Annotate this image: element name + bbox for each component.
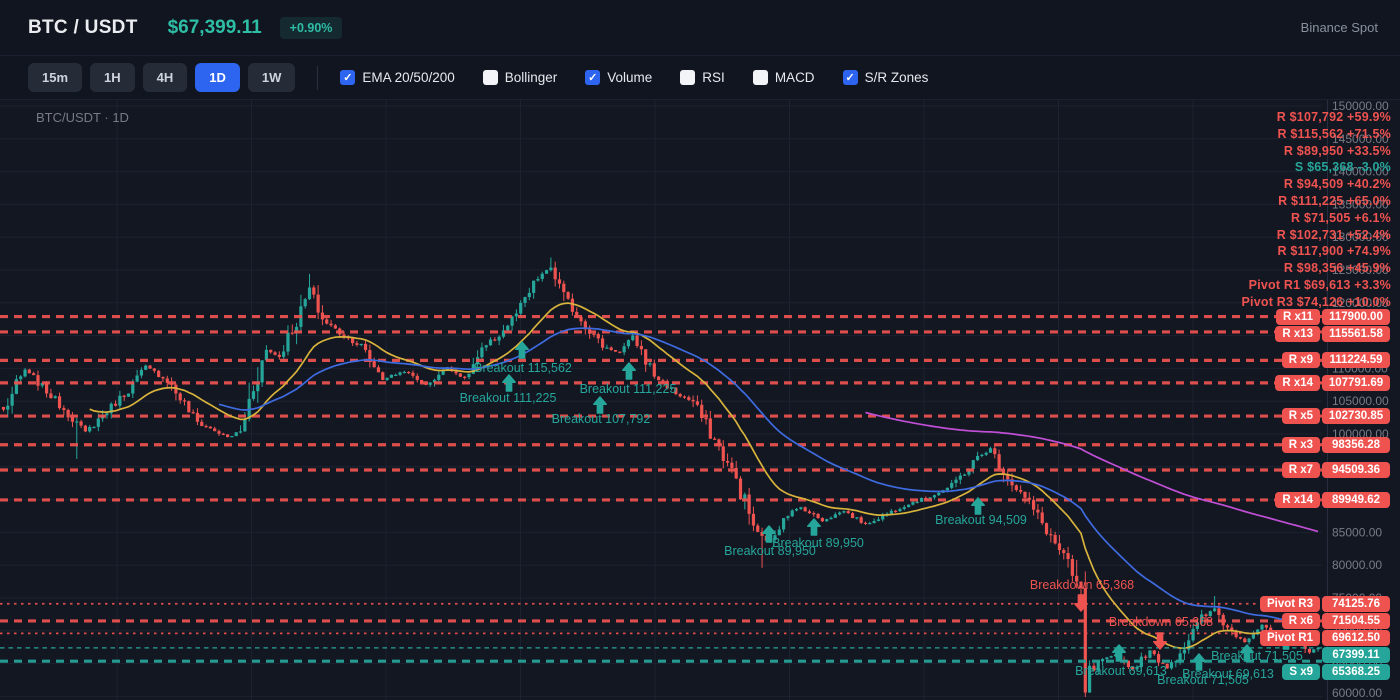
ema-200-line bbox=[865, 411, 1319, 533]
breakout-label: Breakout 89,950 bbox=[724, 544, 816, 558]
app-header: BTC / USDT $67,399.11 +0.90% Binance Spo… bbox=[0, 0, 1400, 56]
breakdown-down-arrow-icon bbox=[1074, 594, 1088, 612]
breakdown-down-arrow-icon bbox=[1153, 632, 1167, 650]
timeframe-group: 15m 1H 4H 1D 1W bbox=[28, 63, 296, 92]
breakout-up-arrow-icon bbox=[762, 525, 776, 543]
y-axis-tick: 90000.00 bbox=[1332, 493, 1382, 507]
breakout-up-arrow-icon bbox=[1192, 653, 1206, 671]
breakout-label: Breakout 89,950 bbox=[772, 536, 864, 550]
breakout-label: Breakout 69,613 bbox=[1075, 664, 1167, 678]
sr-level-line: R $89,950 +33.5% bbox=[1283, 143, 1391, 158]
y-axis-tick: 95000.00 bbox=[1332, 460, 1382, 474]
timeframe-1h[interactable]: 1H bbox=[90, 63, 135, 92]
timeframe-4h[interactable]: 4H bbox=[142, 63, 188, 92]
y-axis-tick: 130000.00 bbox=[1332, 230, 1389, 244]
exchange-label: Binance Spot bbox=[1300, 20, 1378, 35]
sr-level-line: R $107,792 +59.9% bbox=[1276, 110, 1391, 124]
last-price: $67,399.11 bbox=[167, 16, 262, 38]
sr-level-line: R $111,225 +65.0% bbox=[1278, 193, 1391, 208]
ema-20-line bbox=[89, 302, 1319, 650]
price-chart[interactable]: 150000.00 145000.00 140000.00 135000.00 1300… bbox=[0, 100, 1400, 700]
indicator-label: Volume bbox=[607, 70, 653, 85]
breakout-up-arrow-icon bbox=[502, 374, 516, 392]
breakout-label: Breakout 111,225 bbox=[460, 391, 557, 405]
indicator-toggle-macd[interactable]: ✓ MACD bbox=[752, 70, 815, 85]
annotations-layer: Breakout 115,562 Breakout 111,225 Breakout… bbox=[460, 341, 1303, 687]
indicator-label: Bollinger bbox=[504, 70, 558, 85]
sr-level-line: R $115,562 +71.5% bbox=[1277, 126, 1391, 141]
indicator-toggles: ✓ EMA 20/50/200 ✓ Bollinger ✓ Volume ✓ RSI ✓ MACD… bbox=[340, 70, 956, 85]
timeframe-1w[interactable]: 1W bbox=[247, 63, 296, 92]
checkbox-checked-icon: ✓ bbox=[340, 70, 356, 85]
sr-level-line: R $98,356 +45.9% bbox=[1283, 261, 1391, 276]
y-axis-tick: 70000.00 bbox=[1332, 624, 1382, 638]
y-axis-tick: 105000.00 bbox=[1332, 394, 1389, 408]
change-badge: +0.90% bbox=[279, 16, 343, 39]
indicator-toggle-ema-20-50-200[interactable]: ✓ EMA 20/50/200 bbox=[340, 70, 455, 85]
y-axis-tick: 140000.00 bbox=[1332, 165, 1389, 179]
sr-level-line: R $94,509 +40.2% bbox=[1283, 177, 1391, 192]
breakout-label: Breakout 115,562 bbox=[474, 361, 572, 375]
breakdown-label: Breakdown 65,368 bbox=[1109, 615, 1213, 629]
breakout-label: Breakout 71,505 bbox=[1211, 649, 1303, 663]
indicator-toggle-volume[interactable]: ✓ Volume bbox=[585, 70, 652, 85]
chart-watermark: BTC/USDT · 1D bbox=[36, 110, 129, 125]
checkbox-checked-icon: ✓ bbox=[842, 70, 858, 85]
y-axis-tick: 100000.00 bbox=[1332, 427, 1389, 441]
checkbox-unchecked-icon: ✓ bbox=[482, 70, 498, 85]
breakout-up-arrow-icon bbox=[515, 341, 529, 359]
breakout-up-arrow-icon bbox=[807, 518, 821, 536]
chart-area: 150000.00 145000.00 140000.00 135000.00 1300… bbox=[0, 100, 1400, 700]
indicator-label: RSI bbox=[702, 70, 725, 85]
toolbar-divider bbox=[317, 65, 319, 90]
y-axis-tick: 125000.00 bbox=[1332, 263, 1389, 277]
y-axis-tick: 60000.00 bbox=[1332, 686, 1382, 700]
checkbox-checked-icon: ✓ bbox=[585, 70, 601, 85]
y-axis-tick: 150000.00 bbox=[1332, 100, 1389, 113]
indicator-label: MACD bbox=[774, 70, 815, 85]
breakout-label: Breakout 111,225 bbox=[580, 382, 677, 396]
breakout-label: Breakout 94,509 bbox=[935, 513, 1027, 527]
symbol-title: BTC / USDT bbox=[28, 16, 138, 38]
y-axis-tick: 145000.00 bbox=[1332, 132, 1389, 146]
checkbox-unchecked-icon: ✓ bbox=[752, 70, 768, 85]
breakout-label: Breakout 69,613 bbox=[1182, 667, 1274, 681]
indicator-toggle-s-r-zones[interactable]: ✓ S/R Zones bbox=[842, 70, 929, 85]
timeframe-15m[interactable]: 15m bbox=[28, 63, 83, 92]
sr-level-line: S $65,368 -3.0% bbox=[1294, 160, 1391, 175]
sr-zones-layer bbox=[0, 314, 1322, 663]
y-axis-tick: 65000.00 bbox=[1332, 657, 1382, 671]
sr-level-line: R $71,505 +6.1% bbox=[1291, 210, 1391, 225]
breakout-label: Breakout 71,505 bbox=[1157, 673, 1249, 687]
y-axis-tick: 110000.00 bbox=[1332, 361, 1388, 375]
breakout-label: Breakout 107,792 bbox=[552, 412, 651, 426]
indicator-toggle-rsi[interactable]: ✓ RSI bbox=[680, 70, 725, 85]
breakout-up-arrow-icon bbox=[622, 362, 636, 380]
sr-levels-panel: R $107,792 +59.9% R $115,562 +71.5% R $89,… bbox=[1242, 109, 1392, 311]
timeframe-1d[interactable]: 1D bbox=[195, 63, 240, 92]
sr-level-line: Pivot R1 $69,613 +3.3% bbox=[1248, 277, 1391, 292]
sr-level-line: Pivot R3 $74,126 +10.0% bbox=[1241, 294, 1391, 309]
y-axis-tick: 80000.00 bbox=[1332, 558, 1382, 572]
indicator-label: S/R Zones bbox=[864, 70, 929, 85]
sr-level-line: R $102,731 +52.4% bbox=[1276, 227, 1391, 242]
indicator-toggle-bollinger[interactable]: ✓ Bollinger bbox=[482, 70, 558, 85]
y-axis-tick: 120000.00 bbox=[1332, 296, 1389, 310]
breakout-up-arrow-icon bbox=[1240, 644, 1254, 662]
breakout-up-arrow-icon bbox=[1112, 644, 1126, 662]
ema-50-line bbox=[218, 327, 1319, 628]
y-axis-tick: 115000.00 bbox=[1332, 329, 1388, 343]
y-axis-tick: 75000.00 bbox=[1332, 591, 1382, 605]
indicator-label: EMA 20/50/200 bbox=[362, 70, 455, 85]
sr-level-line: R $117,900 +74.9% bbox=[1277, 244, 1391, 259]
y-axis-tick: 135000.00 bbox=[1332, 197, 1389, 211]
checkbox-unchecked-icon: ✓ bbox=[680, 70, 696, 85]
breakdown-label: Breakdown 65,368 bbox=[1030, 578, 1134, 592]
y-axis-tick: 85000.00 bbox=[1332, 525, 1382, 539]
breakout-up-arrow-icon bbox=[593, 396, 607, 414]
breakout-up-arrow-icon bbox=[971, 497, 985, 515]
